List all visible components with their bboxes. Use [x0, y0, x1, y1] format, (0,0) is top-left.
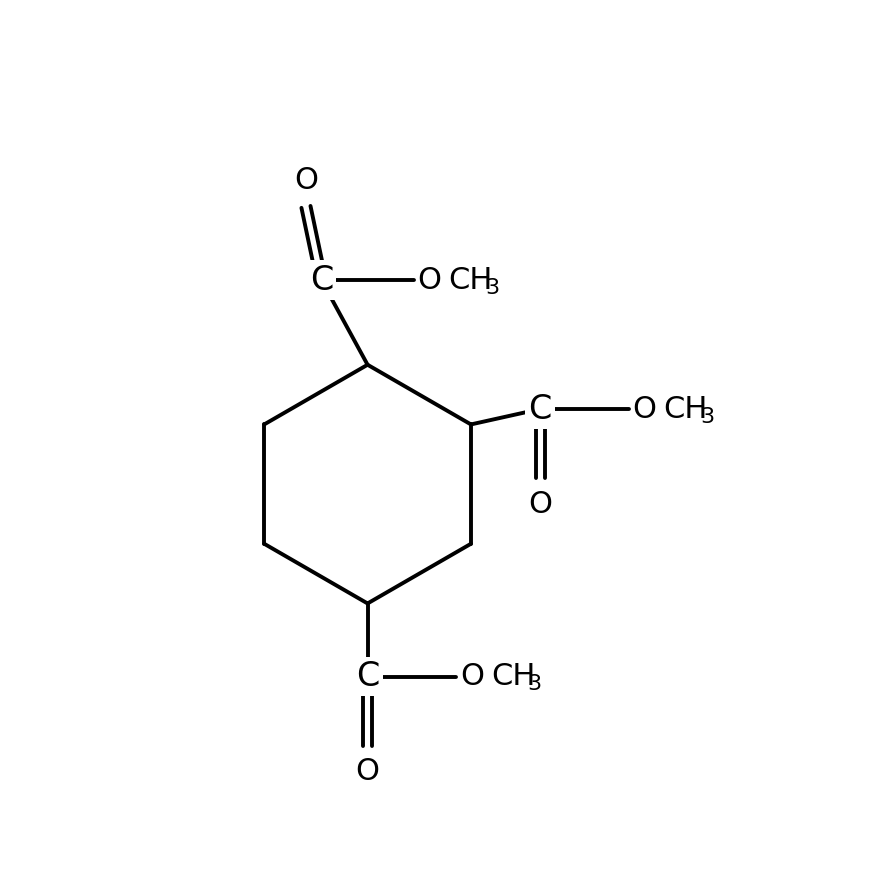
- Text: C: C: [356, 660, 379, 693]
- Text: O: O: [529, 490, 552, 519]
- Text: 3: 3: [528, 675, 542, 694]
- Text: CH: CH: [449, 265, 493, 295]
- Text: C: C: [310, 263, 333, 296]
- Text: O: O: [356, 757, 379, 787]
- Text: O: O: [294, 166, 318, 195]
- Text: O: O: [633, 394, 657, 424]
- Text: O: O: [460, 662, 484, 692]
- Text: CH: CH: [490, 662, 535, 692]
- Text: 3: 3: [700, 407, 715, 426]
- Text: O: O: [417, 265, 441, 295]
- Text: CH: CH: [663, 394, 708, 424]
- Text: 3: 3: [485, 278, 499, 298]
- Text: C: C: [529, 392, 552, 425]
